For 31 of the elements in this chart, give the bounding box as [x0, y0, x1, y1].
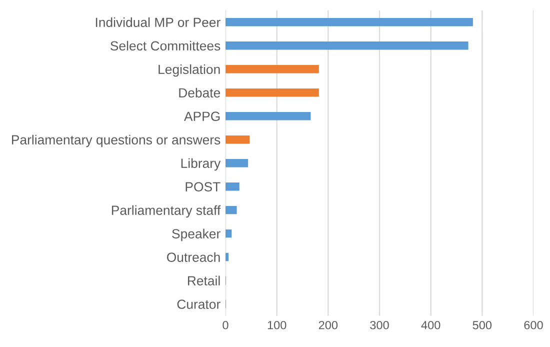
x-tick-label: 100: [268, 320, 286, 330]
bar: [226, 135, 250, 144]
y-tick-label: Select Committees: [110, 40, 220, 51]
y-tick-label: Library: [181, 158, 221, 171]
y-tick-label: Parliamentary staff: [112, 205, 221, 218]
bar: [226, 42, 468, 50]
bar: [226, 252, 229, 262]
bar: [226, 182, 240, 191]
bar: [226, 206, 237, 214]
y-tick-label: Curator: [177, 300, 220, 309]
bar: [226, 65, 319, 74]
y-tick-label: Outreach: [166, 252, 220, 262]
bar: [226, 112, 311, 120]
y-tick-label: Parliamentary questions or answers: [12, 134, 220, 148]
y-tick-label: Legislation: [158, 64, 220, 77]
bar: [226, 18, 473, 26]
x-tick-label: 0: [222, 320, 228, 330]
bar: [226, 229, 232, 238]
x-tick-label: 300: [370, 320, 389, 330]
y-tick-label: Debate: [179, 88, 220, 98]
x-tick-label: 500: [472, 320, 492, 330]
x-tick-label: 400: [421, 320, 440, 330]
bar: [226, 88, 319, 97]
y-tick-label: Speaker: [172, 228, 220, 242]
y-tick-label: APPG: [184, 112, 220, 122]
x-tick-label: 600: [524, 320, 543, 330]
bar: [226, 158, 248, 168]
x-tick-label: 200: [318, 320, 338, 330]
y-tick-label: Individual MP or Peer: [96, 17, 220, 28]
y-tick-label: Retail: [188, 276, 220, 286]
y-tick-label: POST: [186, 182, 220, 192]
